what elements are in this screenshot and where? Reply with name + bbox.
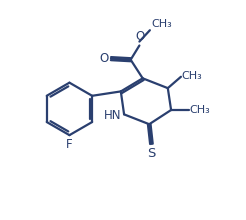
Text: O: O [100, 52, 109, 65]
Text: O: O [135, 30, 144, 43]
Text: F: F [66, 138, 73, 151]
Text: CH₃: CH₃ [189, 105, 210, 115]
Text: CH₃: CH₃ [182, 71, 202, 81]
Text: S: S [147, 147, 156, 160]
Text: HN: HN [104, 109, 122, 122]
Text: CH₃: CH₃ [151, 19, 172, 29]
